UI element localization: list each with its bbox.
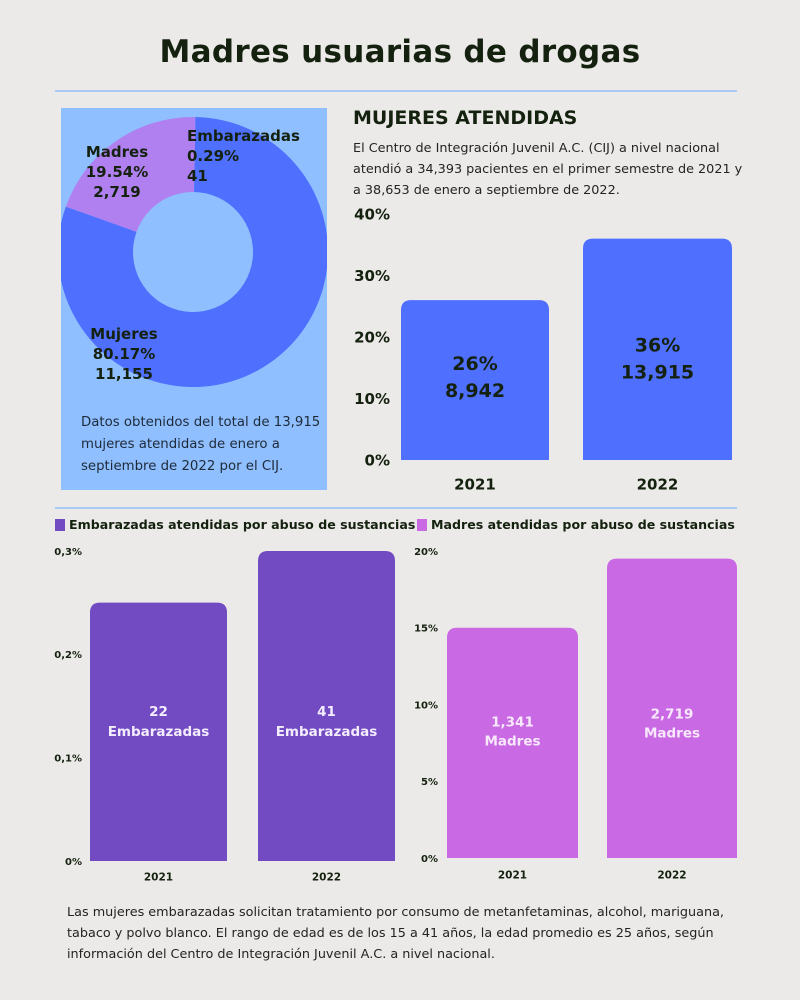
section-description: El Centro de Integración Juvenil A.C. (C… <box>353 141 743 198</box>
legend-swatch <box>55 518 65 531</box>
mujeres-bar-2021 <box>401 300 549 460</box>
embarazadas-xtick-label: 2022 <box>312 872 341 884</box>
embarazadas-data-label: Embarazadas <box>108 724 210 740</box>
legend-swatch <box>417 518 427 531</box>
donut-chart <box>61 117 327 387</box>
madres-data-label: Madres <box>644 726 700 742</box>
donut-note: Datos obtenidos del total de 13,915 muje… <box>81 415 321 474</box>
donut-label-name: Embarazadas <box>187 127 300 145</box>
madres-data-label: 1,341 <box>491 715 534 731</box>
donut-slice-mujeres <box>61 117 327 387</box>
madres-bar-2021 <box>447 627 578 858</box>
donut-label-count: 2,719 <box>93 183 141 201</box>
mujeres-data-label: 13,915 <box>621 361 694 383</box>
donut-slice-embarazadas <box>193 117 196 193</box>
mujeres-ytick-label: 40% <box>354 206 390 224</box>
donut-slice-madres <box>65 117 193 232</box>
madres-xtick-label: 2021 <box>498 870 527 882</box>
legend-label: Madres atendidas por abuso de sustancias <box>431 517 735 532</box>
donut-label-name: Mujeres <box>90 325 158 343</box>
madres-ytick-label: 10% <box>414 700 438 711</box>
embarazadas-ytick-label: 0,2% <box>54 650 82 661</box>
embarazadas-ytick-label: 0% <box>65 857 82 868</box>
embarazadas-xtick-label: 2021 <box>144 872 173 884</box>
madres-ytick-label: 5% <box>421 777 438 788</box>
donut-label-count: 11,155 <box>95 365 153 383</box>
legend-label: Embarazadas atendidas por abuso de susta… <box>69 517 416 532</box>
madres-ytick-label: 0% <box>421 854 438 865</box>
madres-bar-2022 <box>607 558 737 858</box>
donut-panel: Embarazadas 0.29% 41 Madres 19.54% 2,719… <box>61 108 327 490</box>
mujeres-bar-2022 <box>583 238 732 460</box>
donut-label-percent: 19.54% <box>85 163 149 181</box>
footer-text: Las mujeres embarazadas solicitan tratam… <box>67 905 724 962</box>
madres-ytick-label: 15% <box>414 624 438 635</box>
mujeres-xtick-label: 2022 <box>637 475 679 493</box>
madres-data-label: 2,719 <box>651 707 694 723</box>
embarazadas-data-label: Embarazadas <box>276 724 378 740</box>
donut-label-mujeres: Mujeres 80.17% 11,155 <box>79 324 169 384</box>
section-heading: MUJERES ATENDIDAS <box>353 107 578 129</box>
mujeres-ytick-label: 30% <box>354 267 390 285</box>
madres-xtick-label: 2022 <box>657 870 686 882</box>
legend-madres: Madres atendidas por abuso de sustancias <box>417 517 735 532</box>
donut-label-percent: 0.29% <box>187 147 240 165</box>
mujeres-ytick-label: 10% <box>354 390 390 408</box>
embarazadas-data-label: 22 <box>149 704 168 720</box>
madres-data-label: Madres <box>484 734 540 750</box>
middle-divider <box>55 507 737 509</box>
donut-label-percent: 80.17% <box>92 345 156 363</box>
top-divider <box>55 90 737 92</box>
donut-label-embarazadas: Embarazadas 0.29% 41 <box>187 126 300 186</box>
embarazadas-bar-2022 <box>258 551 395 861</box>
mujeres-data-label: 26% <box>452 353 497 375</box>
donut-label-count: 41 <box>187 167 208 185</box>
embarazadas-bar-2021 <box>90 602 227 861</box>
mujeres-data-label: 36% <box>635 334 680 356</box>
madres-ytick-label: 20% <box>414 547 438 558</box>
embarazadas-data-label: 41 <box>317 704 336 720</box>
donut-label-name: Madres <box>85 143 149 161</box>
embarazadas-ytick-label: 0,3% <box>54 547 82 558</box>
legend-embarazadas: Embarazadas atendidas por abuso de susta… <box>55 517 415 532</box>
mujeres-ytick-label: 0% <box>365 452 390 470</box>
embarazadas-ytick-label: 0,1% <box>54 753 82 764</box>
mujeres-data-label: 8,942 <box>445 380 505 402</box>
mujeres-xtick-label: 2021 <box>454 475 496 493</box>
donut-label-madres: Madres 19.54% 2,719 <box>77 142 157 202</box>
page-title: Madres usuarias de drogas <box>159 34 641 70</box>
mujeres-ytick-label: 20% <box>354 329 390 347</box>
